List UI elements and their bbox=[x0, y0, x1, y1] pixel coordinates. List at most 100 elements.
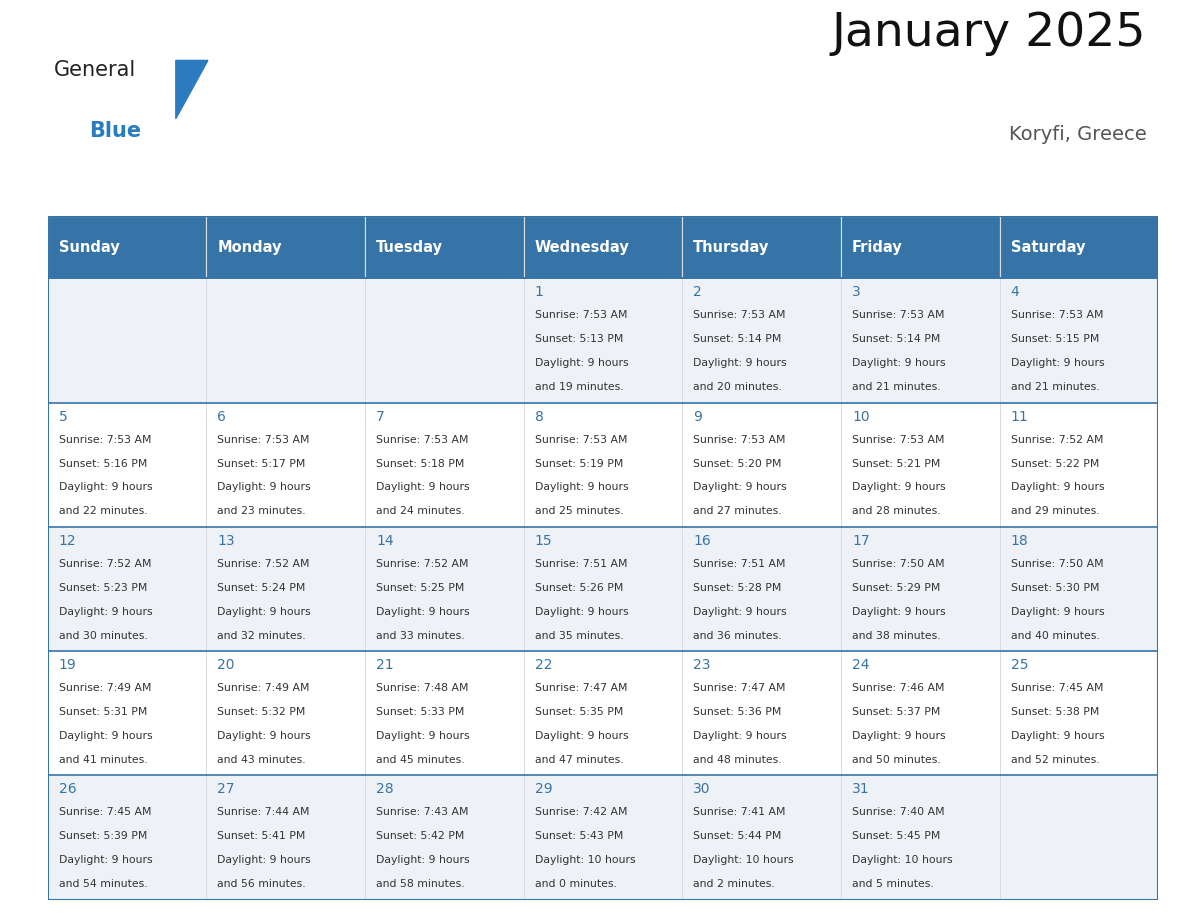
Text: 29: 29 bbox=[535, 782, 552, 796]
Text: General: General bbox=[53, 61, 135, 81]
Text: Daylight: 9 hours: Daylight: 9 hours bbox=[694, 607, 786, 617]
Text: 21: 21 bbox=[375, 658, 393, 672]
Text: Monday: Monday bbox=[217, 240, 282, 254]
Text: Tuesday: Tuesday bbox=[375, 240, 443, 254]
Bar bbox=[682, 216, 841, 278]
Text: and 25 minutes.: and 25 minutes. bbox=[535, 507, 624, 517]
Text: Daylight: 9 hours: Daylight: 9 hours bbox=[375, 856, 469, 865]
Bar bbox=[207, 776, 365, 900]
Text: Sunset: 5:20 PM: Sunset: 5:20 PM bbox=[694, 458, 782, 468]
Text: and 54 minutes.: and 54 minutes. bbox=[58, 879, 147, 890]
Bar bbox=[841, 278, 999, 403]
Text: and 19 minutes.: and 19 minutes. bbox=[535, 382, 624, 392]
Text: 16: 16 bbox=[694, 533, 712, 548]
Text: and 47 minutes.: and 47 minutes. bbox=[535, 755, 624, 765]
Bar bbox=[365, 651, 524, 776]
Bar bbox=[682, 527, 841, 651]
Text: Thursday: Thursday bbox=[694, 240, 770, 254]
Text: 13: 13 bbox=[217, 533, 235, 548]
Text: and 29 minutes.: and 29 minutes. bbox=[1011, 507, 1099, 517]
Text: Sunrise: 7:50 AM: Sunrise: 7:50 AM bbox=[1011, 559, 1104, 569]
Text: Daylight: 9 hours: Daylight: 9 hours bbox=[58, 856, 152, 865]
Text: Sunset: 5:25 PM: Sunset: 5:25 PM bbox=[375, 583, 465, 593]
Text: Daylight: 9 hours: Daylight: 9 hours bbox=[58, 607, 152, 617]
Text: and 50 minutes.: and 50 minutes. bbox=[852, 755, 941, 765]
Text: Sunset: 5:39 PM: Sunset: 5:39 PM bbox=[58, 832, 147, 841]
Text: 3: 3 bbox=[852, 285, 861, 299]
Bar bbox=[682, 278, 841, 403]
Text: Sunrise: 7:53 AM: Sunrise: 7:53 AM bbox=[375, 434, 468, 444]
Text: and 45 minutes.: and 45 minutes. bbox=[375, 755, 465, 765]
Bar bbox=[682, 776, 841, 900]
Text: Daylight: 9 hours: Daylight: 9 hours bbox=[217, 607, 311, 617]
Bar bbox=[841, 776, 999, 900]
Text: Daylight: 9 hours: Daylight: 9 hours bbox=[852, 358, 946, 368]
Text: and 28 minutes.: and 28 minutes. bbox=[852, 507, 941, 517]
Text: Sunset: 5:24 PM: Sunset: 5:24 PM bbox=[217, 583, 305, 593]
Text: 25: 25 bbox=[1011, 658, 1029, 672]
Text: Daylight: 9 hours: Daylight: 9 hours bbox=[58, 731, 152, 741]
Text: Sunrise: 7:51 AM: Sunrise: 7:51 AM bbox=[535, 559, 627, 569]
Text: Koryfi, Greece: Koryfi, Greece bbox=[1009, 125, 1146, 144]
Text: 10: 10 bbox=[852, 409, 870, 423]
Text: Sunrise: 7:45 AM: Sunrise: 7:45 AM bbox=[58, 807, 151, 817]
Text: Sunrise: 7:47 AM: Sunrise: 7:47 AM bbox=[535, 683, 627, 693]
Text: 11: 11 bbox=[1011, 409, 1029, 423]
Bar bbox=[682, 403, 841, 527]
Text: and 24 minutes.: and 24 minutes. bbox=[375, 507, 465, 517]
Text: Sunrise: 7:46 AM: Sunrise: 7:46 AM bbox=[852, 683, 944, 693]
Text: and 22 minutes.: and 22 minutes. bbox=[58, 507, 147, 517]
Text: Sunset: 5:26 PM: Sunset: 5:26 PM bbox=[535, 583, 623, 593]
Text: and 35 minutes.: and 35 minutes. bbox=[535, 631, 624, 641]
Text: Sunrise: 7:51 AM: Sunrise: 7:51 AM bbox=[694, 559, 785, 569]
Text: and 58 minutes.: and 58 minutes. bbox=[375, 879, 465, 890]
Text: Sunrise: 7:45 AM: Sunrise: 7:45 AM bbox=[1011, 683, 1104, 693]
Text: Sunrise: 7:40 AM: Sunrise: 7:40 AM bbox=[852, 807, 944, 817]
Text: 17: 17 bbox=[852, 533, 870, 548]
Text: Sunrise: 7:53 AM: Sunrise: 7:53 AM bbox=[852, 434, 944, 444]
Text: Saturday: Saturday bbox=[1011, 240, 1085, 254]
Text: January 2025: January 2025 bbox=[832, 11, 1146, 56]
Text: 4: 4 bbox=[1011, 285, 1019, 299]
Text: and 52 minutes.: and 52 minutes. bbox=[1011, 755, 1099, 765]
Text: Sunrise: 7:53 AM: Sunrise: 7:53 AM bbox=[694, 434, 785, 444]
Text: Sunrise: 7:52 AM: Sunrise: 7:52 AM bbox=[1011, 434, 1104, 444]
Text: 28: 28 bbox=[375, 782, 393, 796]
Text: and 23 minutes.: and 23 minutes. bbox=[217, 507, 307, 517]
Text: and 20 minutes.: and 20 minutes. bbox=[694, 382, 782, 392]
Polygon shape bbox=[176, 61, 208, 118]
Text: and 48 minutes.: and 48 minutes. bbox=[694, 755, 782, 765]
Bar bbox=[48, 651, 207, 776]
Text: Sunset: 5:41 PM: Sunset: 5:41 PM bbox=[217, 832, 305, 841]
Text: Sunset: 5:36 PM: Sunset: 5:36 PM bbox=[694, 707, 782, 717]
Text: Sunrise: 7:52 AM: Sunrise: 7:52 AM bbox=[217, 559, 310, 569]
Text: and 56 minutes.: and 56 minutes. bbox=[217, 879, 307, 890]
Bar bbox=[48, 216, 207, 278]
Bar bbox=[365, 278, 524, 403]
Text: Sunset: 5:22 PM: Sunset: 5:22 PM bbox=[1011, 458, 1099, 468]
Text: 19: 19 bbox=[58, 658, 76, 672]
Bar bbox=[48, 403, 207, 527]
Bar bbox=[207, 403, 365, 527]
Text: Sunset: 5:43 PM: Sunset: 5:43 PM bbox=[535, 832, 623, 841]
Text: Sunrise: 7:53 AM: Sunrise: 7:53 AM bbox=[535, 310, 627, 320]
Text: Daylight: 9 hours: Daylight: 9 hours bbox=[694, 483, 786, 492]
Text: Sunrise: 7:53 AM: Sunrise: 7:53 AM bbox=[58, 434, 151, 444]
Text: Sunset: 5:42 PM: Sunset: 5:42 PM bbox=[375, 832, 465, 841]
Text: Sunrise: 7:49 AM: Sunrise: 7:49 AM bbox=[217, 683, 310, 693]
Text: and 2 minutes.: and 2 minutes. bbox=[694, 879, 775, 890]
Text: Daylight: 9 hours: Daylight: 9 hours bbox=[1011, 358, 1105, 368]
Bar bbox=[841, 403, 999, 527]
Text: Sunset: 5:14 PM: Sunset: 5:14 PM bbox=[694, 334, 782, 344]
Text: Daylight: 10 hours: Daylight: 10 hours bbox=[852, 856, 953, 865]
Text: 30: 30 bbox=[694, 782, 710, 796]
Text: and 32 minutes.: and 32 minutes. bbox=[217, 631, 307, 641]
Text: Daylight: 9 hours: Daylight: 9 hours bbox=[535, 483, 628, 492]
Bar bbox=[207, 527, 365, 651]
Text: Daylight: 9 hours: Daylight: 9 hours bbox=[694, 731, 786, 741]
Text: Daylight: 9 hours: Daylight: 9 hours bbox=[535, 731, 628, 741]
Text: and 21 minutes.: and 21 minutes. bbox=[1011, 382, 1099, 392]
Text: 20: 20 bbox=[217, 658, 235, 672]
Text: and 33 minutes.: and 33 minutes. bbox=[375, 631, 465, 641]
Text: and 0 minutes.: and 0 minutes. bbox=[535, 879, 617, 890]
